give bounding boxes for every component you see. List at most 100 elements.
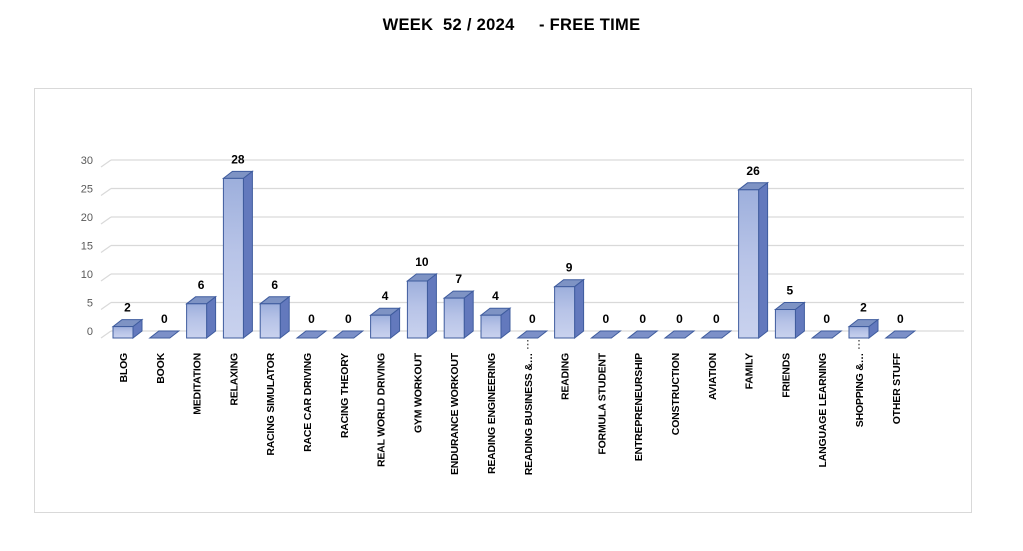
bar-front-face — [370, 314, 392, 339]
bar-value-label: 7 — [455, 272, 462, 286]
category-label: BOOK — [155, 352, 167, 383]
category-label: FRIENDS — [780, 353, 792, 398]
bar-value-label: 0 — [308, 312, 315, 326]
category-label: RACE CAR DRIVING — [302, 353, 314, 452]
category-label: GYM WORKOUT — [412, 352, 424, 433]
bar-value-label: 0 — [529, 312, 536, 326]
category-label: BLOG — [118, 353, 130, 383]
bar-value-label: 0 — [676, 312, 683, 326]
bar — [626, 330, 659, 339]
gridline-depth-connector — [100, 245, 112, 253]
category-label: READING ENGINEERING — [486, 353, 498, 474]
category-label: ENTREPRENEURSHIP — [633, 353, 645, 461]
bar-side-face — [242, 170, 253, 340]
bar — [185, 295, 218, 340]
bar — [553, 278, 586, 340]
category-label: RACING THEORY — [339, 353, 351, 438]
bar-top-face — [148, 330, 181, 339]
gridline-depth-connector — [100, 273, 112, 282]
bar-value-label: 0 — [161, 312, 168, 326]
bar-front-face — [554, 286, 576, 339]
gridline-depth-connector — [100, 159, 112, 168]
bar-top-face — [332, 330, 365, 339]
bar-top-face — [589, 330, 622, 339]
bar — [700, 330, 733, 339]
bar-side-face — [206, 295, 217, 340]
bar-value-label: 6 — [198, 278, 205, 292]
bar-value-label: 0 — [639, 312, 646, 326]
bar-value-label: 2 — [124, 301, 131, 315]
bar-chart: 0510152025302BLOG0BOOK6MEDITATION28RELAX… — [81, 152, 964, 475]
bar — [810, 330, 843, 339]
category-label: SHOPPING &… — [854, 353, 866, 427]
bar — [479, 307, 512, 340]
bar-value-label: 0 — [713, 312, 720, 326]
bar-value-label: 2 — [860, 301, 867, 315]
category-label: REAL WORLD DRIVING — [376, 353, 388, 467]
bar — [111, 318, 144, 340]
bar-side-face — [794, 301, 805, 340]
bar-value-label: 0 — [823, 312, 830, 326]
bar-value-label: 26 — [746, 164, 760, 178]
bar-front-face — [738, 189, 760, 339]
bar-top-face — [516, 330, 549, 339]
bar-front-face — [480, 314, 502, 339]
bar — [589, 330, 622, 339]
bar-side-face — [426, 272, 437, 340]
chart-title: WEEK 52 / 2024 - FREE TIME — [382, 16, 641, 34]
bar — [773, 301, 806, 340]
bar-value-label: 6 — [271, 278, 278, 292]
y-tick-label: 30 — [81, 155, 93, 167]
y-tick-label: 5 — [87, 298, 93, 310]
bar-value-label: 0 — [603, 312, 610, 326]
bar-value-label: 9 — [566, 261, 573, 275]
bar-value-label: 4 — [492, 289, 499, 303]
bar-front-face — [222, 177, 244, 339]
bar — [884, 330, 917, 339]
bar — [663, 330, 696, 339]
bar — [295, 330, 328, 339]
bar — [442, 290, 475, 340]
category-label: MEDITATION — [192, 353, 204, 415]
category-label: AVIATION — [707, 353, 719, 400]
bar-top-face — [626, 330, 659, 339]
gridline-depth-connector — [100, 216, 112, 225]
bar-top-face — [663, 330, 696, 339]
bar — [516, 330, 549, 339]
gridline-depth-connector — [100, 302, 112, 310]
bar-front-face — [774, 309, 796, 339]
bar-top-face — [884, 330, 917, 339]
y-tick-label: 15 — [81, 241, 93, 253]
category-label: CONSTRUCTION — [670, 353, 682, 435]
bar-value-label: 10 — [415, 255, 429, 269]
category-label: FAMILY — [744, 353, 756, 390]
category-label: READING BUSINESS &… — [523, 353, 535, 475]
gridline-depth-connector — [100, 330, 112, 339]
bar-value-label: 0 — [897, 312, 904, 326]
bar-front-face — [186, 303, 208, 339]
bar — [847, 318, 880, 340]
bar-top-face — [700, 330, 733, 339]
bar-value-label: 5 — [787, 284, 794, 298]
bar-front-face — [259, 303, 281, 339]
bar-side-face — [279, 295, 290, 340]
y-tick-label: 0 — [87, 326, 93, 338]
bar — [405, 272, 438, 340]
y-tick-label: 10 — [81, 269, 93, 281]
bar — [221, 170, 254, 340]
bar-value-label: 28 — [231, 152, 245, 166]
category-label: FORMULA STUDENT — [596, 352, 608, 454]
category-label: OTHER STUFF — [891, 352, 903, 424]
bar-top-face — [810, 330, 843, 339]
bar-side-face — [758, 181, 769, 340]
y-tick-label: 25 — [81, 184, 93, 196]
bar — [332, 330, 365, 339]
bar-front-face — [406, 280, 428, 339]
category-label: RACING SIMULATOR — [265, 352, 277, 455]
category-label: RELAXING — [228, 353, 240, 406]
category-label: ENDURANCE WORKOUT — [449, 352, 461, 475]
bar-front-face — [443, 297, 465, 339]
bar-top-face — [295, 330, 328, 339]
chart-panel: 0 5 10 15 20 25 30 2 BLOG 0 BOOK 6 MEDITATION 28 RELAX… — [34, 88, 972, 513]
bar — [258, 295, 291, 340]
